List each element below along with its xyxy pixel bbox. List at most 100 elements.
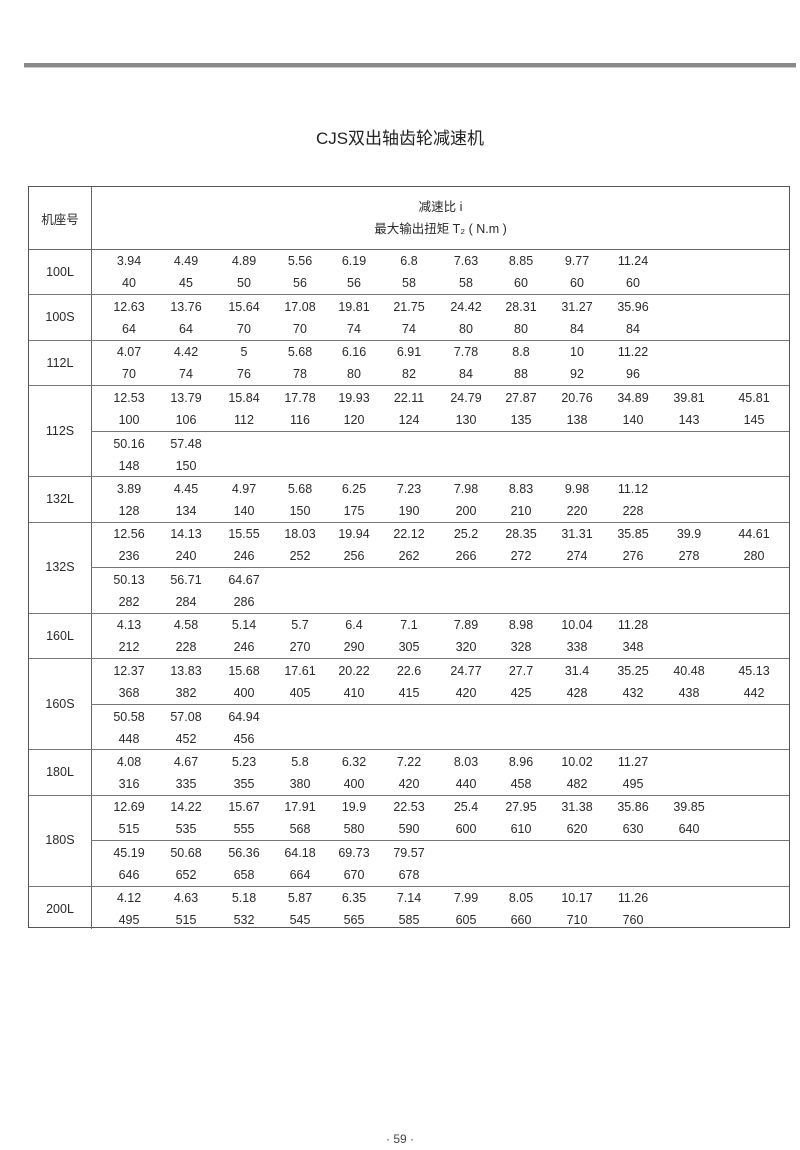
page-title: CJS双出轴齿轮减速机 (315, 129, 485, 148)
torque-cell: 290 (343, 640, 365, 654)
model-name: 160S (45, 696, 75, 711)
ratio-cell: 35.86 (617, 800, 649, 814)
torque-cell: 240 (175, 549, 197, 563)
ratio-cell: 3.89 (116, 481, 142, 496)
torque-cell: 88 (514, 367, 528, 381)
torque-cell: 70 (122, 367, 136, 381)
torque-cell: 335 (175, 776, 197, 791)
value-group: 12.56 14.13 15.55 18.03 19.94 22.12 25.2 28.35 3… (91, 522, 789, 567)
ratio-cell: 17.61 (284, 663, 316, 678)
ratio-cell: 4.49 (173, 254, 199, 268)
ratio-cell: 5.68 (287, 481, 313, 496)
ratio-cell: 8.83 (508, 481, 534, 496)
ratio-cell: 6.4 (345, 618, 363, 632)
ratio-cell: 6.8 (400, 254, 418, 268)
ratio-cell: 4.13 (116, 618, 142, 632)
ratio-cell: 31.27 (561, 299, 593, 314)
ratio-cell: 9.98 (564, 481, 590, 496)
torque-cell: 448 (118, 731, 140, 746)
torque-cell: 610 (510, 822, 532, 836)
ratio-cell: 24.79 (450, 390, 482, 405)
torque-cell: 495 (622, 776, 644, 791)
ratio-cell: 13.76 (170, 299, 202, 314)
torque-cell: 428 (566, 685, 588, 700)
model-name: 112L (46, 355, 74, 370)
ratio-cell: 39.85 (673, 800, 705, 814)
torque-cell: 100 (118, 412, 140, 427)
ratio-cell: 35.25 (617, 663, 649, 678)
value-group: 12.69 14.22 15.67 17.91 19.9 22.53 25.4 27.95 31… (91, 795, 789, 840)
table-row: 112L 4.07 4.42 5 5.68 6.16 6.91 7.78 8.8 10 11.22 7… (29, 340, 789, 386)
torque-cell: 425 (510, 685, 532, 700)
ratio-cell: 8.05 (508, 891, 534, 905)
torque-cell: 190 (398, 503, 420, 518)
torque-cell: 410 (343, 685, 365, 700)
ratio-cell: 7.14 (396, 891, 422, 905)
torque-cell: 116 (290, 412, 310, 427)
torque-cell: 630 (622, 822, 644, 836)
ratio-cell: 22.12 (393, 527, 425, 541)
ratio-cell: 10.02 (561, 754, 593, 769)
torque-cell: 456 (233, 731, 255, 746)
top-rule (24, 63, 796, 68)
ratio-cell: 13.83 (170, 663, 202, 678)
value-group: 12.53 13.79 15.84 17.78 19.93 22.11 24.79 27.87… (91, 386, 789, 431)
torque-cell: 380 (289, 776, 311, 791)
ratio-cell: 22.6 (396, 663, 422, 678)
torque-cell: 60 (626, 276, 640, 290)
model-name: 180S (45, 833, 75, 848)
ratio-cell: 64.67 (228, 573, 260, 587)
ratio-cell: 5.14 (231, 618, 257, 632)
ratio-cell: 11.12 (617, 481, 649, 496)
ratio-cell: 27.87 (505, 390, 537, 405)
torque-cell: 278 (678, 549, 700, 563)
torque-cell: 60 (570, 276, 584, 290)
torque-cell: 220 (566, 503, 588, 518)
torque-cell: 432 (622, 685, 644, 700)
ratio-cell: 15.67 (228, 800, 260, 814)
torque-cell: 50 (237, 276, 251, 290)
torque-cell: 120 (343, 412, 365, 427)
torque-cell: 80 (347, 367, 361, 381)
ratio-cell: 31.4 (564, 663, 590, 678)
torque-cell: 128 (118, 503, 140, 518)
torque-cell: 535 (175, 822, 197, 836)
torque-cell: 80 (459, 321, 473, 336)
torque-cell: 420 (398, 776, 420, 791)
ratio-cell: 56.71 (170, 573, 202, 587)
torque-cell: 415 (398, 685, 420, 700)
torque-cell: 678 (398, 868, 420, 882)
value-group: 50.16 57.48 148 150 (91, 430, 789, 477)
model-name: 132S (45, 560, 75, 575)
torque-cell: 74 (402, 321, 416, 336)
torque-cell: 64 (179, 321, 193, 336)
table-row: 180S 12.69 14.22 15.67 17.91 19.9 22.53 25.4 27.… (29, 795, 789, 887)
torque-cell: 458 (510, 776, 532, 791)
ratio-cell: 7.22 (396, 754, 422, 769)
torque-cell: 760 (622, 913, 644, 927)
ratio-cell: 11.26 (617, 891, 649, 905)
ratio-cell: 57.48 (170, 436, 202, 451)
value-group: 3.94 4.49 4.89 5.56 6.19 6.8 7.63 8.85 9.77 11.24… (91, 249, 789, 294)
ratio-cell: 19.81 (338, 299, 370, 314)
torque-cell: 348 (622, 640, 644, 654)
ratio-cell: 45.81 (738, 390, 770, 405)
torque-cell: 74 (347, 321, 361, 336)
ratio-cell: 4.63 (173, 891, 199, 905)
torque-cell: 236 (118, 549, 140, 563)
ratio-cell: 15.68 (228, 663, 260, 678)
torque-cell: 134 (175, 503, 197, 518)
ratio-cell: 4.12 (116, 891, 142, 905)
torque-cell: 532 (233, 913, 255, 927)
torque-cell: 252 (289, 549, 311, 563)
ratio-cell: 57.08 (170, 709, 202, 724)
ratio-cell: 7.78 (453, 345, 479, 359)
ratio-cell: 10.04 (561, 618, 593, 632)
ratio-cell: 19.9 (341, 800, 367, 814)
ratio-cell: 17.08 (284, 299, 316, 314)
value-group: 4.13 4.58 5.14 5.7 6.4 7.1 7.89 8.98 10.04 11.28 2… (91, 613, 789, 658)
torque-cell: 590 (398, 822, 420, 836)
torque-cell: 145 (743, 412, 765, 427)
value-group: 4.12 4.63 5.18 5.87 6.35 7.14 7.99 8.05 10.17 11.… (91, 886, 789, 931)
torque-cell: 56 (347, 276, 361, 290)
